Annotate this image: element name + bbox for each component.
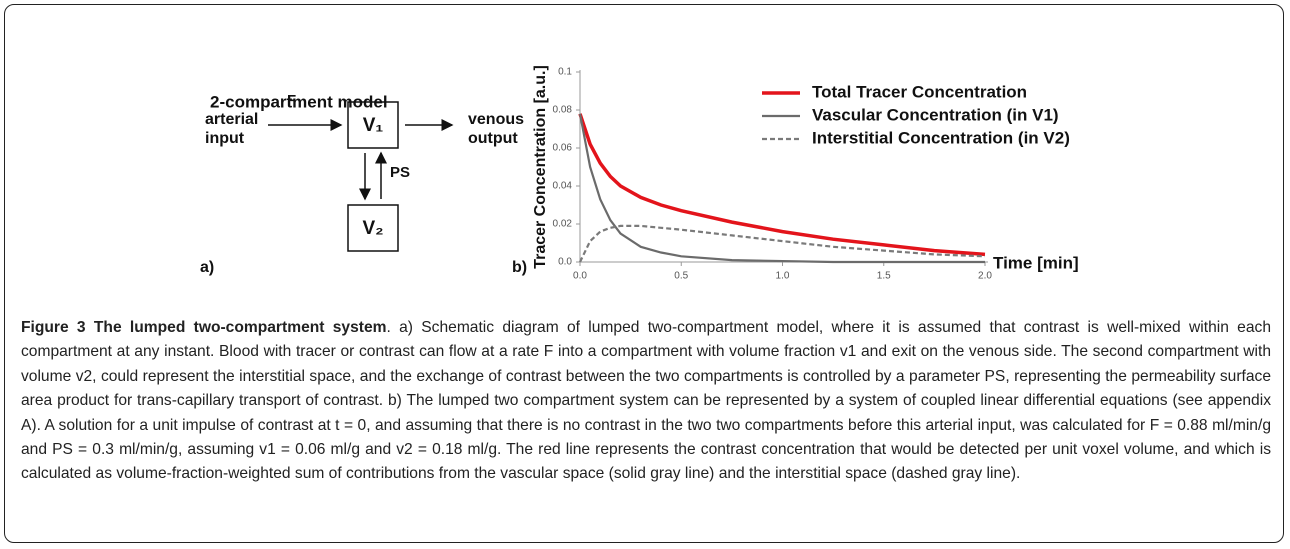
y-tick-label: 0.0 — [558, 257, 572, 268]
x-tick-label: 0.0 — [573, 271, 587, 282]
output-label: venous output — [468, 111, 525, 147]
legend-label: Interstitial Concentration (in V2) — [812, 128, 1070, 147]
panel-label: b) — [512, 259, 527, 276]
figure: 2-compartment model arterial input venou… — [200, 65, 1079, 282]
diagram-title: 2-compartment model — [210, 92, 388, 111]
series-line — [578, 113, 985, 264]
series-line — [578, 113, 986, 257]
box-v2 — [347, 204, 399, 252]
caption-text: . a) Schematic diagram of lumped two-com… — [21, 319, 1271, 483]
box-v1 — [347, 101, 399, 149]
x-tick-label: 1.5 — [877, 271, 891, 282]
output-label-box: venous output — [468, 111, 525, 147]
y-tick-label: 0.04 — [553, 181, 573, 192]
y-tick-label: 0.1 — [558, 67, 572, 78]
flow-label: F — [287, 92, 296, 109]
input-label: arterial input — [205, 111, 259, 147]
y-tick-label: 0.08 — [553, 105, 573, 116]
y-axis-label: Tracer Concentration [a.u.] — [532, 65, 549, 269]
x-axis-label: Time [min] — [993, 253, 1079, 272]
figure-frame — [4, 4, 1284, 543]
series-line — [579, 224, 986, 263]
box-v1-label: V₁ — [363, 115, 384, 136]
x-tick-label: 1.0 — [776, 271, 790, 282]
legend-label: Total Tracer Concentration — [812, 82, 1027, 101]
box-v2-label: V₂ — [362, 218, 383, 239]
caption: Figure 3 The lumped two-compartment syst… — [21, 316, 1271, 487]
panel-label: a) — [200, 259, 214, 276]
input-label-box: arterial input — [205, 111, 259, 147]
y-tick-label: 0.06 — [553, 143, 573, 154]
x-tick-label: 2.0 — [978, 271, 992, 282]
exchange-label: PS — [390, 164, 410, 181]
legend-label: Vascular Concentration (in V1) — [812, 105, 1059, 124]
caption-label: Figure 3 The lumped two-compartment syst… — [21, 319, 387, 336]
y-tick-label: 0.02 — [553, 219, 573, 230]
x-tick-label: 0.5 — [674, 271, 688, 282]
